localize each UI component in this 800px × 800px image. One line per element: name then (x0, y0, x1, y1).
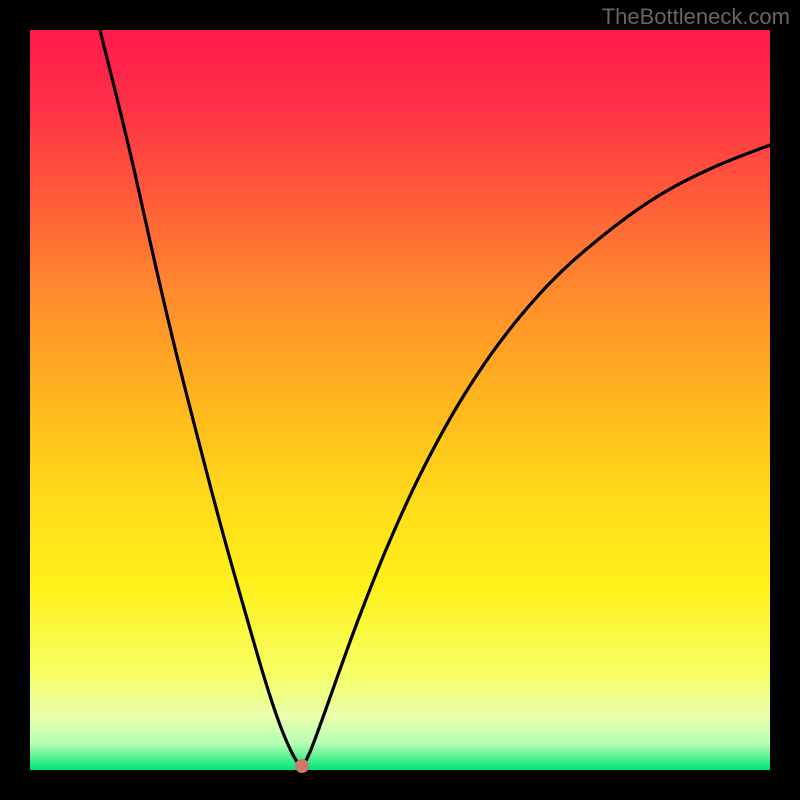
curve-overlay (30, 30, 770, 770)
plot-area (30, 30, 770, 770)
chart-container: TheBottleneck.com (0, 0, 800, 800)
marker-dot (295, 759, 309, 773)
watermark: TheBottleneck.com (602, 4, 790, 30)
curve-right-branch (302, 145, 770, 768)
curve-left-branch (100, 30, 302, 768)
